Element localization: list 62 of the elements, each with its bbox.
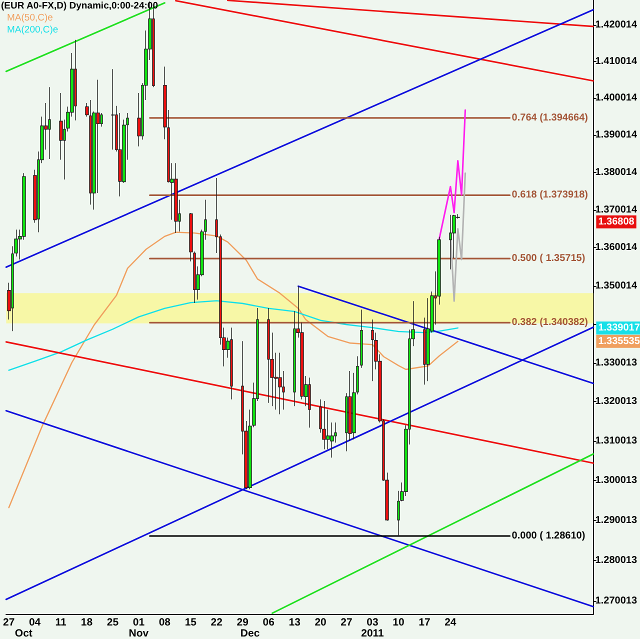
text: MA(200,C)e <box>7 24 58 36</box>
candlestick <box>48 86 51 160</box>
annotation: 0.000 ( 1.28610) <box>512 530 586 542</box>
y-tick-label: 1.370014 <box>595 204 638 216</box>
y-tick-label: 1.310013 <box>595 435 638 446</box>
candlestick <box>278 352 282 415</box>
text: 1.339017 <box>598 322 640 334</box>
x-tick-label: 27 <box>340 616 353 628</box>
candlestick <box>360 309 363 368</box>
y-tick-label: 1.270013 <box>595 595 638 606</box>
x2-tick-label: 2011 <box>361 628 384 639</box>
candlestick <box>308 377 311 428</box>
candlestick <box>174 162 178 234</box>
candlestick <box>449 214 452 270</box>
annotation: 0.764 (1.394664) <box>512 112 588 124</box>
x-tick-label: 11 <box>55 616 66 628</box>
x-tick-label: 10 <box>392 616 404 628</box>
line-series <box>8 300 458 371</box>
y-tick-label: 1.290013 <box>595 514 638 526</box>
x2-tick-label: Dec <box>240 628 260 639</box>
x-tick-label: 27 <box>2 616 15 628</box>
text: 1.36808 <box>598 216 635 228</box>
candlestick <box>89 100 92 206</box>
x-tick-label: 17 <box>418 616 430 628</box>
annotation: 0.500 ( 1.35715) <box>512 253 586 264</box>
y-tick-label: 1.300013 <box>595 474 638 486</box>
x-tick-label: 06 <box>262 616 275 628</box>
candlestick <box>371 319 374 382</box>
x2-tick-label: Oct <box>14 628 33 639</box>
x-tick-label: 24 <box>444 616 456 628</box>
annotation: 0.618 (1.373918) <box>512 190 588 201</box>
y-tick-label: 1.390014 <box>595 130 638 141</box>
x-tick-label: 01 <box>132 616 145 628</box>
line-series <box>438 109 466 240</box>
y-tick-label: 1.330013 <box>595 357 638 368</box>
text: MA(50,C)e <box>7 12 53 24</box>
annotation: 0.382 (1.340382) <box>512 317 588 328</box>
x-tick-label: 29 <box>236 616 249 628</box>
y-tick-label: 1.420014 <box>595 19 638 30</box>
x-tick-label: 04 <box>28 616 41 628</box>
x-tick-label: 25 <box>106 616 119 628</box>
x-tick-label: 13 <box>288 616 301 628</box>
candlestick <box>111 68 115 150</box>
x-tick-label: 15 <box>184 616 197 628</box>
candlestick <box>322 400 326 450</box>
x-tick-label: 03 <box>366 616 378 628</box>
y-tick-label: 1.400014 <box>595 92 638 104</box>
x-tick-label: 22 <box>210 616 223 628</box>
candlestick <box>74 40 77 121</box>
y-tick-label: 1.410014 <box>595 56 638 67</box>
y-tick-label: 1.280013 <box>595 554 638 566</box>
y-tick-label: 1.360014 <box>595 242 638 254</box>
y-tick-label: 1.320013 <box>595 396 638 408</box>
x-tick-label: 18 <box>80 616 93 628</box>
x2-tick-label: Nov <box>128 628 149 639</box>
y-tick-label: 1.380014 <box>595 166 638 178</box>
x-tick-label: 08 <box>158 616 171 628</box>
text: 1.335535 <box>598 336 640 347</box>
y-tick-label: 1.350014 <box>595 280 638 292</box>
x-tick-label: 20 <box>314 616 327 628</box>
line-series <box>450 172 466 302</box>
line-series <box>8 232 458 508</box>
